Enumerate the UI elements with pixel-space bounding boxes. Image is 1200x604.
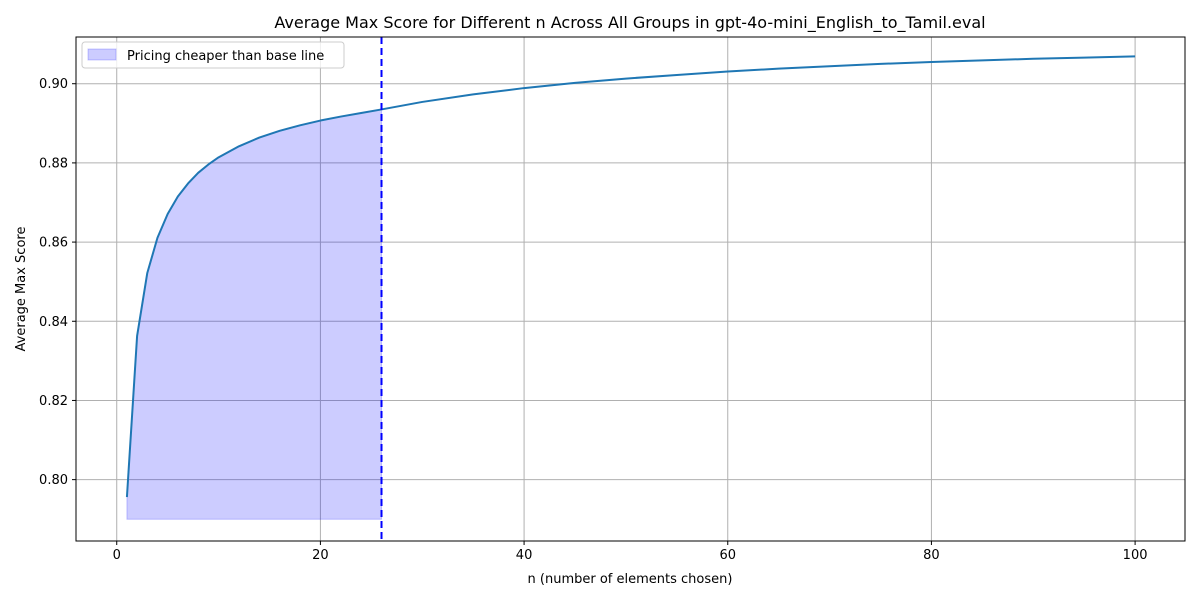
x-axis-ticks: 0 20 40 60 80 100 [113, 541, 1148, 563]
y-tick-label: 0.84 [39, 315, 68, 330]
y-tick-label: 0.86 [39, 236, 68, 251]
y-tick-label: 0.80 [39, 473, 68, 488]
series-line-layer [125, 55, 1136, 498]
legend-swatch [87, 48, 117, 61]
y-axis-label: Average Max Score [14, 227, 29, 352]
legend-label: Pricing cheaper than base line [127, 49, 324, 64]
x-tick-label: 60 [719, 548, 736, 563]
legend: Pricing cheaper than base line [81, 41, 345, 69]
x-tick-label: 20 [312, 548, 329, 563]
grid-lines [76, 37, 1185, 541]
x-axis-label: n (number of elements chosen) [528, 572, 733, 587]
y-tick-label: 0.88 [39, 156, 68, 171]
x-tick-label: 40 [516, 548, 533, 563]
chart-title: Average Max Score for Different n Across… [274, 13, 985, 33]
x-tick-label: 100 [1123, 548, 1148, 563]
y-tick-label: 0.90 [39, 77, 68, 92]
y-axis-ticks: 0.80 0.82 0.84 0.86 0.88 0.90 [39, 77, 76, 488]
series-line [125, 55, 1136, 498]
plot-frame [75, 36, 1186, 542]
y-tick-label: 0.82 [39, 394, 68, 409]
x-tick-label: 0 [113, 548, 121, 563]
x-tick-label: 80 [923, 548, 940, 563]
legend-frame [81, 41, 345, 69]
